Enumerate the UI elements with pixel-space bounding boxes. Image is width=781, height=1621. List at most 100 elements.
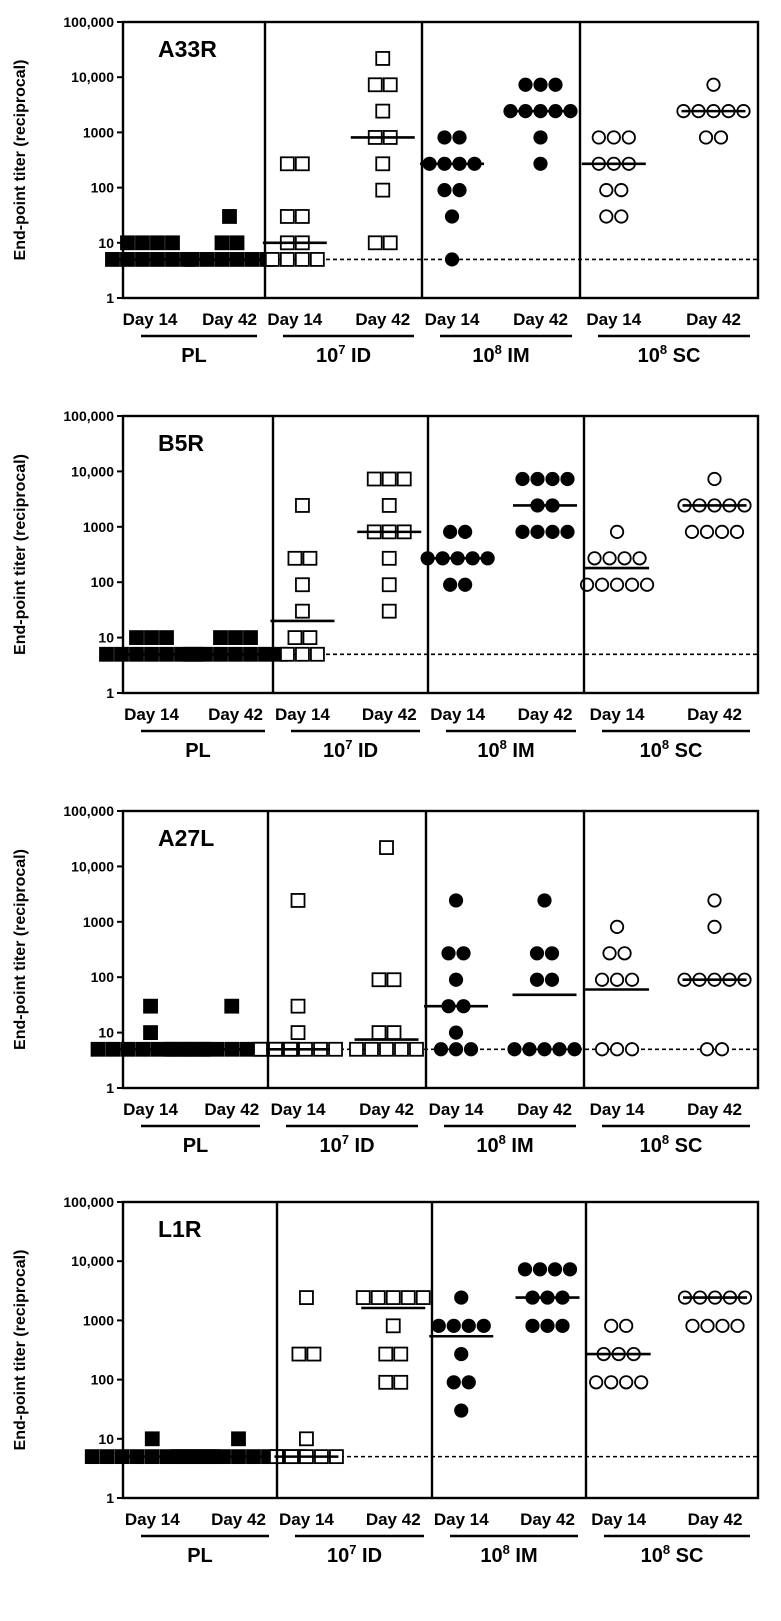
data-point [84, 1449, 100, 1465]
group-label: 108 SC [641, 1542, 704, 1567]
data-point [458, 577, 473, 592]
data-point [530, 524, 545, 539]
data-point [456, 946, 471, 961]
x-tick-label: Day 42 [687, 1100, 742, 1119]
series-4 [357, 471, 422, 619]
panel-a27l: 1 10 100 1000 10,000 100,000 End-point titer (… [12, 803, 760, 1157]
series-5 [420, 130, 485, 267]
series-4 [350, 51, 415, 251]
data-point [381, 471, 397, 487]
data-point [579, 577, 595, 592]
data-point [295, 603, 310, 619]
data-point [533, 130, 548, 145]
x-tick-label: Day 42 [208, 705, 263, 724]
y-tick-label: 1000 [83, 914, 114, 930]
data-point [165, 235, 180, 251]
data-point [547, 1262, 563, 1277]
y-tick-label: 1000 [83, 1312, 114, 1328]
data-point [713, 130, 729, 145]
data-point [295, 498, 310, 513]
series-7 [586, 1318, 651, 1390]
data-point [639, 577, 655, 592]
x-tick-label: Day 14 [430, 705, 485, 724]
plot-frame [121, 414, 760, 695]
data-point [515, 524, 530, 539]
data-point [379, 1041, 394, 1057]
data-point [375, 51, 391, 66]
data-point [594, 972, 610, 987]
y-tick-label: 1 [106, 290, 114, 306]
data-point [446, 1375, 461, 1390]
data-point [355, 1290, 371, 1305]
x-tick-label: Day 42 [202, 310, 257, 329]
data-point [700, 1318, 715, 1333]
series-3 [253, 893, 343, 1057]
data-point [400, 1290, 416, 1305]
data-point [143, 1025, 158, 1040]
data-point [371, 1025, 387, 1040]
data-point [224, 998, 240, 1014]
data-point [533, 156, 548, 171]
y-tick-label: 10,000 [71, 69, 114, 85]
data-point [533, 77, 548, 92]
x-tick-label: Day 42 [211, 1510, 266, 1529]
data-point [515, 471, 530, 487]
x-tick-label: Day 14 [275, 705, 330, 724]
data-point [562, 1262, 578, 1277]
data-point [375, 182, 391, 198]
y-tick-label: 10 [98, 1025, 114, 1041]
group-label: 108 IM [480, 1542, 537, 1567]
data-point [290, 998, 306, 1014]
panel-title: A27L [158, 825, 214, 851]
data-point [517, 1262, 533, 1277]
data-point [587, 551, 602, 566]
series-7 [581, 130, 646, 224]
data-point [214, 235, 230, 251]
plot-frame [121, 20, 760, 300]
data-point [228, 630, 243, 645]
x-tick-label: Day 42 [517, 1100, 572, 1119]
data-point [461, 1318, 476, 1333]
y-tick-label: 1 [106, 1490, 114, 1506]
data-point [609, 919, 625, 934]
series-2 [184, 209, 275, 267]
data-point [381, 550, 397, 566]
data-point [280, 646, 295, 662]
data-point [448, 972, 464, 987]
data-point [213, 630, 228, 645]
data-point [730, 1318, 745, 1333]
data-point [443, 577, 458, 592]
x-tick-label: Day 14 [590, 1100, 645, 1119]
y-tick-label: 1000 [83, 519, 114, 535]
y-tick-label: 100,000 [63, 803, 114, 819]
data-point [476, 1318, 491, 1333]
data-point [684, 524, 700, 539]
data-point [707, 893, 722, 908]
series-8 [677, 893, 752, 1057]
x-tick-label: Day 14 [271, 1100, 326, 1119]
data-point [295, 577, 310, 593]
panel-title: A33R [158, 36, 217, 62]
series-8 [676, 77, 751, 145]
data-point [287, 550, 303, 566]
y-axis-label: End-point titer (reciprocal) [12, 849, 29, 1050]
series-1 [105, 235, 195, 267]
x-tick-label: Day 14 [123, 310, 178, 329]
data-point [609, 972, 625, 987]
y-tick-label: 100,000 [63, 14, 114, 30]
data-point [229, 235, 245, 251]
data-point [560, 524, 575, 539]
data-point [548, 77, 563, 92]
data-point [144, 630, 159, 645]
group-label: PL [183, 1135, 209, 1157]
y-tick-label: 10,000 [71, 463, 114, 479]
y-tick-label: 1000 [83, 124, 114, 140]
data-point [609, 524, 625, 539]
x-tick-label: Day 42 [359, 1100, 414, 1119]
data-point [545, 471, 560, 487]
data-point [294, 252, 310, 267]
data-point [729, 524, 745, 539]
data-point [378, 1374, 394, 1390]
data-point [537, 1042, 552, 1057]
